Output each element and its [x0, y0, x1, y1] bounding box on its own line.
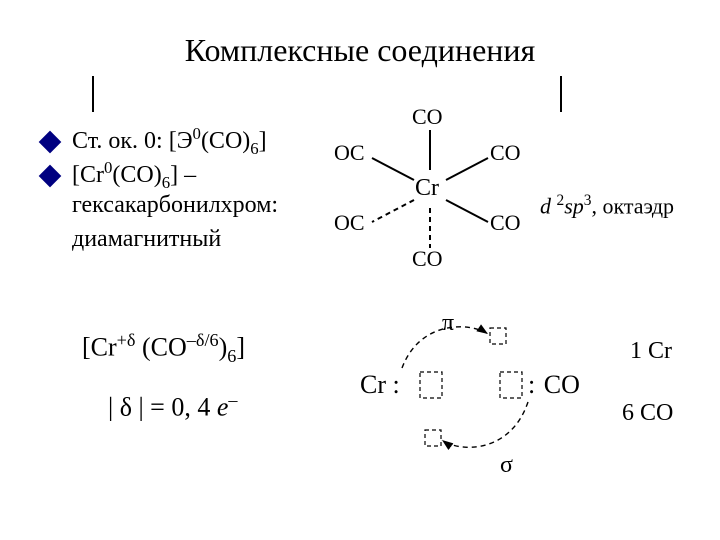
t: ] — [259, 128, 267, 154]
t: : — [528, 370, 537, 399]
t: –δ/6 — [187, 330, 219, 350]
bullet1-line1: Ст. ок. 0: [Э0(CO)6] — [72, 124, 267, 159]
t: ) — [219, 333, 228, 362]
octa-tl: OC — [334, 140, 365, 166]
page-title: Комплексные соединения — [0, 32, 720, 69]
t: CO — [537, 370, 580, 399]
bullet2-line3: диамагнитный — [72, 226, 221, 253]
t: sp — [564, 193, 584, 218]
diamond-icon — [39, 165, 62, 188]
t: (CO) — [201, 128, 250, 154]
title-text: Комплексные соединения — [185, 32, 536, 68]
t: +δ — [117, 330, 136, 350]
t: | δ | = 0, 4 — [108, 393, 217, 422]
hybridization-label: d 2sp3, октаэдр — [540, 192, 674, 219]
t: (CO) — [112, 162, 161, 188]
octa-bl: OC — [334, 210, 365, 236]
bond-co: : CO — [528, 370, 580, 400]
complex-formula: [Cr+δ (CO–δ/6)6] — [82, 330, 245, 367]
t: (CO — [136, 333, 187, 362]
t: – — [228, 390, 237, 410]
divider-left — [92, 76, 94, 112]
t: Ст. ок. 0: [Э — [72, 128, 193, 154]
t: Cr — [360, 370, 393, 399]
t: [Cr — [72, 162, 104, 188]
octa-top: CO — [412, 104, 443, 130]
t: ] — [236, 333, 245, 362]
delta-formula: | δ | = 0, 4 e– — [108, 390, 237, 423]
t: , октаэдр — [591, 193, 674, 218]
bullet2-line2: гексакарбонилхром: — [72, 192, 278, 219]
bond-cr: Cr : — [360, 370, 402, 400]
bullet2-line1: [Cr0(CO)6] – — [72, 158, 196, 193]
octa-center: Cr — [415, 175, 439, 202]
octa-bottom: CO — [412, 246, 443, 272]
octa-br: CO — [490, 210, 521, 236]
t: ] – — [170, 162, 196, 188]
ratio-6co: 6 CO — [622, 400, 673, 427]
t: e — [217, 393, 229, 422]
t: d — [540, 193, 557, 218]
t: : — [393, 370, 402, 399]
octa-tr: CO — [490, 140, 521, 166]
bonding-diagram — [330, 300, 610, 500]
diamond-icon — [39, 131, 62, 154]
t: [Cr — [82, 333, 117, 362]
t: 6 — [227, 346, 236, 366]
sigma-label: σ — [500, 452, 513, 479]
t: 6 — [250, 139, 258, 158]
t: 0 — [193, 124, 201, 143]
t: 6 — [162, 173, 170, 192]
divider-right — [560, 76, 562, 112]
ratio-1cr: 1 Cr — [630, 338, 672, 365]
pi-label: π — [442, 310, 454, 337]
